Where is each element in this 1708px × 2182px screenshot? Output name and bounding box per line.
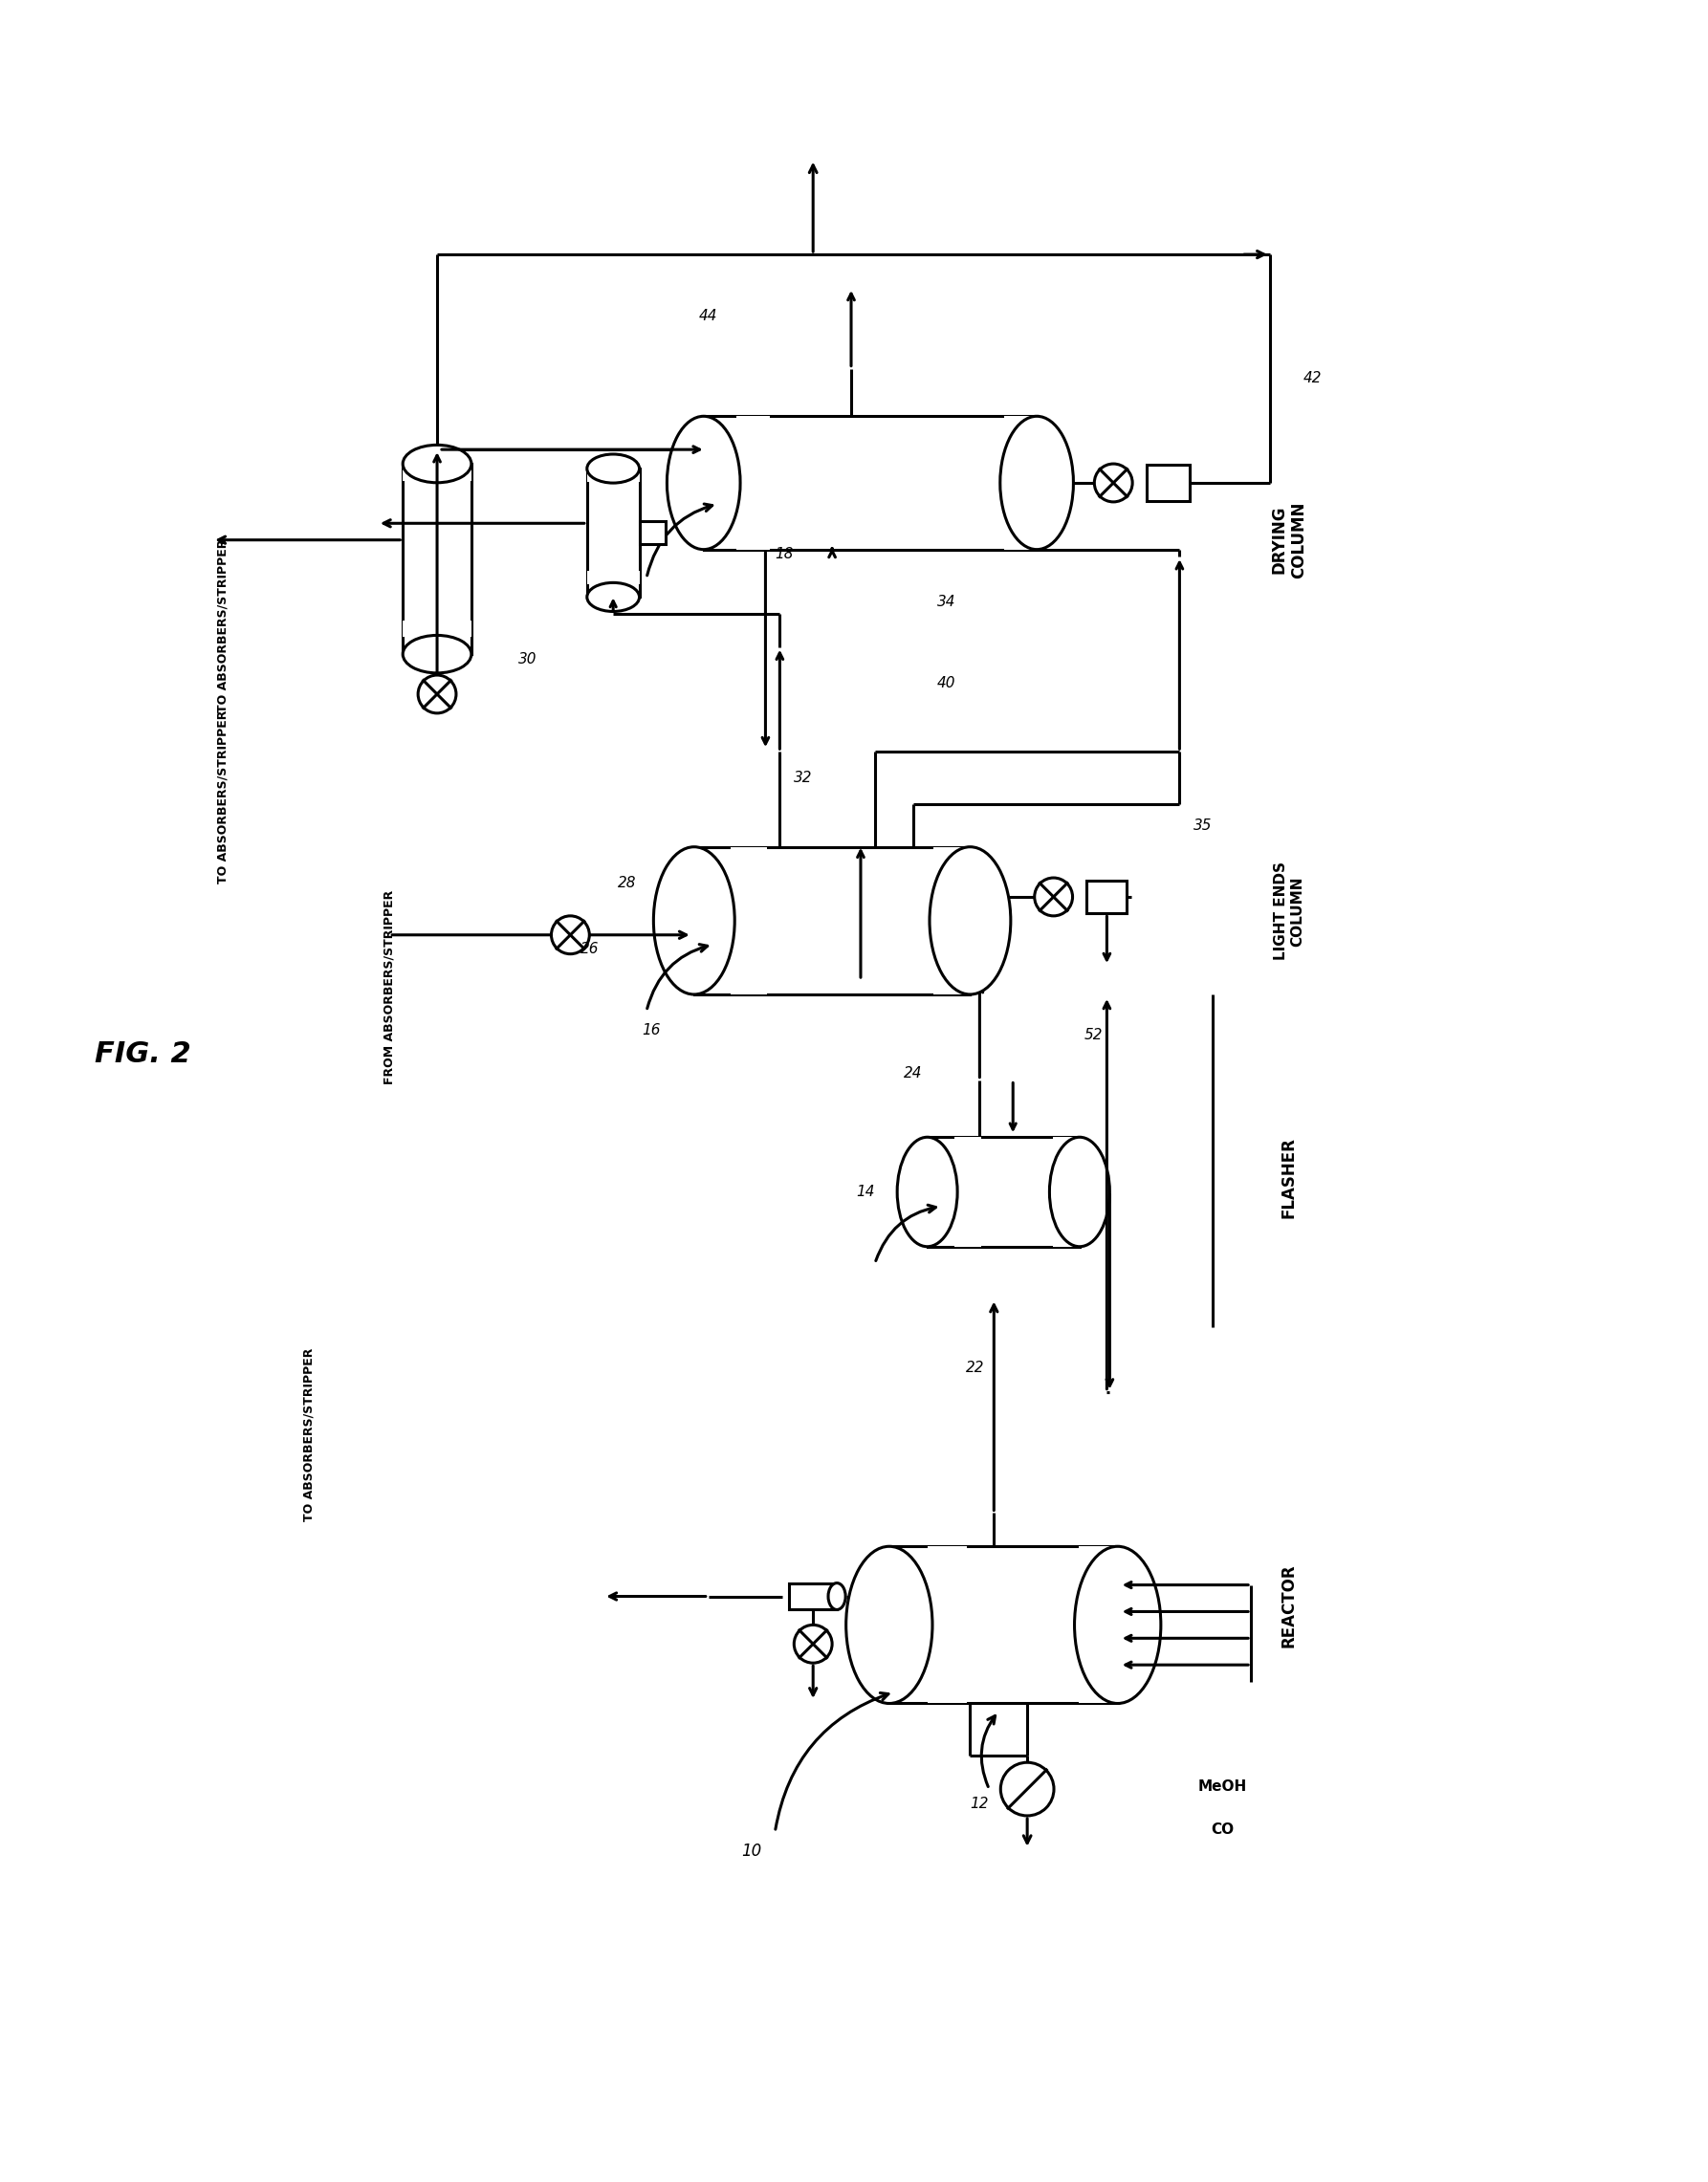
Ellipse shape [588, 583, 639, 611]
Text: MeOH: MeOH [1197, 1781, 1247, 1794]
Text: 24: 24 [904, 1065, 922, 1080]
Text: 18: 18 [775, 548, 794, 561]
Bar [1086, 879, 1127, 914]
Text: 42: 42 [1303, 371, 1322, 386]
Text: 35: 35 [1194, 818, 1213, 834]
Ellipse shape [403, 445, 471, 482]
Text: 28: 28 [618, 875, 637, 890]
Ellipse shape [929, 847, 1011, 995]
Text: TO ABSORBERS/STRIPPER: TO ABSORBERS/STRIPPER [302, 1348, 314, 1521]
Circle shape [1095, 465, 1132, 502]
Bar [736, 417, 770, 550]
Text: TO ABSORBERS/STRIPPER: TO ABSORBERS/STRIPPER [217, 709, 229, 884]
Text: DRYING
COLUMN: DRYING COLUMN [1271, 502, 1308, 578]
Text: FIG. 2: FIG. 2 [94, 1041, 191, 1067]
Bar [403, 620, 471, 637]
Text: 44: 44 [699, 310, 717, 323]
Text: 34: 34 [936, 596, 955, 609]
Text: FROM ABSORBERS/STRIPPER: FROM ABSORBERS/STRIPPER [383, 890, 396, 1084]
Bar [1052, 1137, 1079, 1246]
Ellipse shape [1074, 1547, 1161, 1704]
Text: 40: 40 [936, 676, 955, 690]
Ellipse shape [666, 417, 740, 550]
Circle shape [552, 916, 589, 954]
Text: 22: 22 [965, 1362, 984, 1375]
Circle shape [1001, 1763, 1054, 1815]
Text: 16: 16 [642, 1023, 661, 1036]
Text: TO ABSORBERS/STRIPPER: TO ABSORBERS/STRIPPER [217, 539, 229, 711]
Bar [890, 1547, 1117, 1704]
Bar [789, 1582, 837, 1610]
Text: FLASHER: FLASHER [1281, 1137, 1298, 1218]
Bar [955, 1137, 982, 1246]
Circle shape [1035, 877, 1073, 916]
Text: CO: CO [1211, 1822, 1233, 1837]
Text: LIGHT ENDS
COLUMN: LIGHT ENDS COLUMN [1274, 862, 1305, 960]
Ellipse shape [828, 1582, 845, 1610]
Bar [588, 469, 639, 598]
Bar [1146, 465, 1189, 502]
Bar [934, 847, 970, 995]
Bar [639, 521, 666, 543]
Bar [693, 847, 970, 995]
Bar [588, 469, 639, 482]
Text: 12: 12 [970, 1796, 989, 1811]
Text: 14: 14 [856, 1185, 874, 1200]
Ellipse shape [1049, 1137, 1110, 1246]
Text: REACTOR: REACTOR [1281, 1564, 1298, 1647]
Ellipse shape [654, 847, 734, 995]
Ellipse shape [897, 1137, 958, 1246]
Bar [1079, 1547, 1117, 1704]
Bar [403, 465, 471, 480]
Text: 26: 26 [581, 943, 600, 956]
Text: 32: 32 [794, 770, 813, 786]
Ellipse shape [1001, 417, 1073, 550]
Ellipse shape [588, 454, 639, 482]
Bar [588, 572, 639, 585]
Bar [927, 1137, 1079, 1246]
Bar [704, 417, 1037, 550]
Ellipse shape [845, 1547, 933, 1704]
Bar [403, 465, 471, 655]
Text: 52: 52 [1085, 1028, 1103, 1043]
Bar [1004, 417, 1037, 550]
Text: 30: 30 [518, 652, 536, 666]
Bar [927, 1547, 967, 1704]
Circle shape [794, 1626, 832, 1663]
Bar [731, 847, 767, 995]
Ellipse shape [403, 635, 471, 672]
Text: 10: 10 [741, 1842, 762, 1859]
Circle shape [418, 674, 456, 714]
